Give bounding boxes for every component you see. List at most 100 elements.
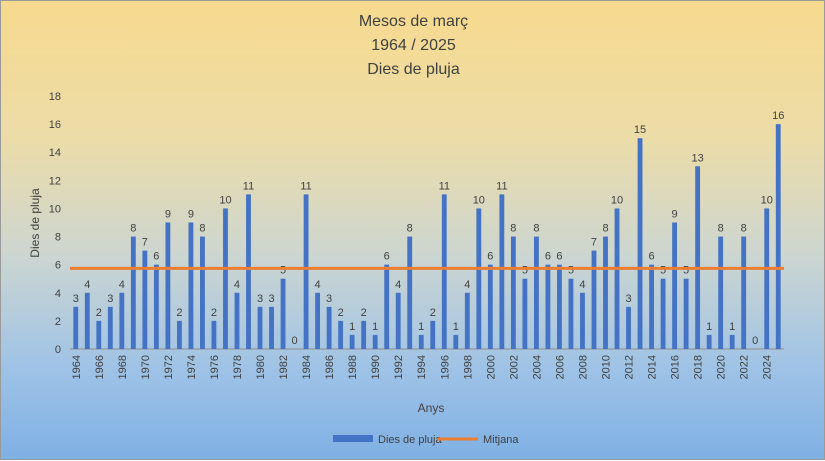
bar-1977 bbox=[223, 208, 228, 349]
legend-swatch-bars bbox=[333, 435, 373, 442]
bar-1996 bbox=[441, 194, 447, 349]
y-tick-label: 14 bbox=[49, 147, 61, 159]
data-label-1980: 3 bbox=[257, 293, 263, 305]
chart-title-line-2: 1964 / 2025 bbox=[371, 37, 456, 54]
y-tick-label: 12 bbox=[49, 175, 61, 187]
x-tick-label: 2000 bbox=[485, 355, 497, 379]
x-tick-label: 2024 bbox=[762, 355, 774, 379]
bar-1995 bbox=[430, 320, 436, 349]
x-tick-label: 2010 bbox=[601, 355, 613, 379]
data-label-1987: 2 bbox=[338, 307, 344, 319]
bar-2014 bbox=[649, 264, 654, 349]
data-label-1970: 7 bbox=[142, 237, 148, 249]
x-tick-label: 2020 bbox=[716, 355, 728, 379]
bar-1976 bbox=[211, 320, 217, 349]
x-tick-label: 1964 bbox=[71, 355, 83, 379]
x-tick-label: 2012 bbox=[624, 355, 636, 379]
x-tick-label: 2016 bbox=[670, 355, 682, 379]
x-axis-label: Anys bbox=[418, 401, 445, 415]
data-label-1988: 1 bbox=[349, 321, 355, 333]
x-tick-label: 2002 bbox=[508, 355, 520, 379]
data-label-1993: 8 bbox=[407, 223, 413, 235]
bar-1991 bbox=[384, 264, 390, 349]
data-label-2006: 6 bbox=[556, 251, 562, 263]
x-tick-label: 1980 bbox=[255, 355, 267, 379]
x-tick-label: 1996 bbox=[439, 355, 451, 379]
x-tick-label: 1968 bbox=[117, 355, 129, 379]
y-tick-label: 8 bbox=[55, 232, 61, 244]
data-label-2010: 8 bbox=[602, 223, 608, 235]
x-tick-label: 1988 bbox=[347, 355, 359, 379]
data-label-2008: 4 bbox=[579, 279, 585, 291]
data-label-2014: 6 bbox=[649, 251, 655, 263]
data-label-1968: 4 bbox=[119, 279, 125, 291]
data-label-1964: 3 bbox=[73, 293, 79, 305]
data-label-1965: 4 bbox=[84, 279, 90, 291]
bar-2006 bbox=[557, 264, 562, 349]
bar-1992 bbox=[395, 292, 401, 349]
bar-1997 bbox=[453, 334, 459, 349]
bar-1971 bbox=[153, 264, 159, 349]
bar-1975 bbox=[200, 236, 205, 349]
data-label-2021: 1 bbox=[729, 321, 735, 333]
bar-2013 bbox=[637, 138, 643, 349]
data-label-2007: 5 bbox=[568, 265, 574, 277]
data-label-2017: 5 bbox=[683, 265, 689, 277]
bar-2001 bbox=[499, 194, 505, 349]
bar-2010 bbox=[603, 236, 608, 349]
bar-1998 bbox=[464, 292, 470, 349]
data-label-1966: 2 bbox=[96, 307, 102, 319]
data-label-1991: 6 bbox=[384, 251, 390, 263]
data-label-1996: 11 bbox=[439, 180, 450, 192]
data-label-1992: 4 bbox=[395, 279, 401, 291]
data-label-1995: 2 bbox=[430, 307, 436, 319]
bar-2008 bbox=[580, 292, 585, 349]
data-label-2011: 10 bbox=[611, 194, 623, 206]
bar-1964 bbox=[73, 306, 79, 349]
bar-2004 bbox=[533, 236, 539, 349]
data-label-2004: 8 bbox=[533, 223, 539, 235]
x-axis: 1964 1966 1968 1970 1972 1974 1976 1978 1980 1982… bbox=[70, 348, 784, 379]
x-tick-label: 2004 bbox=[531, 355, 543, 379]
data-label-2009: 7 bbox=[591, 237, 597, 249]
bar-2018 bbox=[695, 166, 701, 349]
data-label-1982: 5 bbox=[280, 265, 286, 277]
data-label-1981: 3 bbox=[268, 293, 274, 305]
bar-1984 bbox=[303, 194, 309, 349]
x-tick-label: 2018 bbox=[693, 355, 705, 379]
bar-1989 bbox=[361, 320, 367, 349]
data-label-1971: 6 bbox=[153, 251, 159, 263]
bar-1985 bbox=[315, 292, 321, 349]
data-label-2005: 6 bbox=[545, 251, 551, 263]
data-label-2015: 5 bbox=[660, 265, 666, 277]
data-label-1973: 2 bbox=[176, 307, 182, 319]
data-label-2002: 8 bbox=[510, 223, 516, 235]
bar-2020 bbox=[718, 236, 724, 349]
legend-label-bars: Dies de pluja bbox=[378, 434, 442, 446]
bar-2016 bbox=[672, 222, 678, 349]
data-label-2016: 9 bbox=[672, 209, 678, 221]
y-axis-label: Dies de pluja bbox=[28, 188, 42, 258]
x-tick-label: 2006 bbox=[554, 355, 566, 379]
bar-1974 bbox=[188, 222, 194, 349]
bar-2022 bbox=[741, 236, 747, 349]
data-label-2020: 8 bbox=[718, 223, 724, 235]
bar-2005 bbox=[545, 264, 551, 349]
data-label-2001: 11 bbox=[496, 180, 507, 192]
data-label-2022: 8 bbox=[741, 223, 747, 235]
chart-title-line-3: Dies de pluja bbox=[367, 61, 460, 78]
bar-1968 bbox=[119, 292, 125, 349]
bar-1982 bbox=[280, 278, 286, 349]
data-label-2019: 1 bbox=[706, 321, 712, 333]
bar-1965 bbox=[84, 292, 90, 349]
bar-1981 bbox=[269, 306, 274, 349]
x-tick-label: 1992 bbox=[393, 355, 405, 379]
data-label-1998: 4 bbox=[464, 279, 470, 291]
bar-2007 bbox=[568, 278, 574, 349]
x-tick-label: 1970 bbox=[140, 355, 152, 379]
bar-2002 bbox=[510, 236, 516, 349]
x-tick-label: 1978 bbox=[232, 355, 244, 379]
x-tick-label: 1972 bbox=[163, 355, 175, 379]
bar-2017 bbox=[683, 278, 689, 349]
